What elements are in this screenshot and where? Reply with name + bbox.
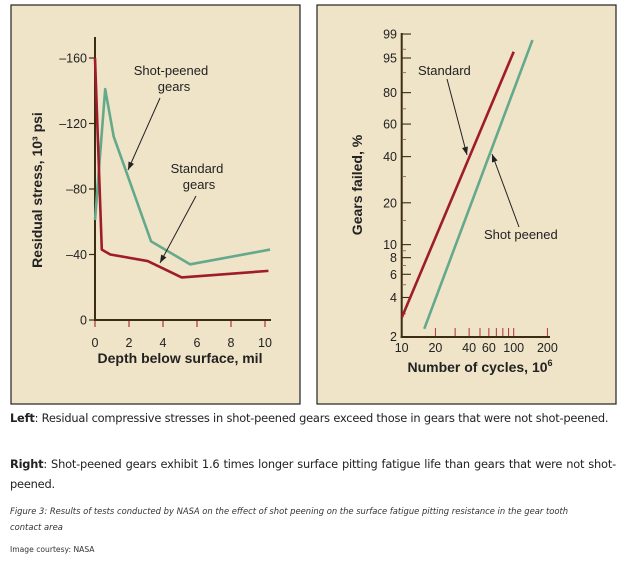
x-tick-label: 0: [92, 336, 99, 350]
annotation-arrow-shot-peened: [127, 97, 161, 171]
annotation-shot-peened-line1: Shot-peened: [134, 63, 208, 78]
annotation-arrow-standard-head: [160, 254, 167, 263]
annotation-arrow-standard-head: [462, 146, 468, 155]
y-tick-label: 2: [390, 330, 397, 344]
annotation-arrow-standard: [159, 195, 197, 264]
annotation-shot-peened-line2: gears: [158, 79, 191, 94]
y-axis-label: Residual stress, 10³ psi: [29, 112, 45, 268]
caption-right-label: Right: [10, 457, 44, 471]
x-tick-label: 10: [258, 336, 272, 350]
annotation-shot-peened: Shot peened: [484, 227, 558, 242]
x-tick-label: 20: [428, 341, 442, 355]
y-tick-label: 40: [383, 150, 397, 164]
y-tick-label: 80: [383, 86, 397, 100]
annotation-standard-line2: gears: [183, 177, 216, 192]
y-tick-label: 0: [80, 314, 87, 328]
y-tick-label: 8: [390, 251, 397, 265]
x-tick-label: 10: [395, 341, 409, 355]
figure-caption: Figure 3: Results of tests conducted by …: [10, 506, 569, 532]
caption-right: Right: Shot-peened gears exhibit 1.6 tim…: [10, 454, 616, 494]
standard-line: [400, 51, 515, 319]
x-tick-label: 2: [126, 336, 133, 350]
y-tick-label: –120: [59, 117, 87, 131]
caption-right-text: : Shot-peened gears exhibit 1.6 times lo…: [10, 457, 616, 491]
x-tick-label: 100: [503, 341, 524, 355]
y-tick-label: –40: [66, 248, 87, 262]
x-tick-label: 200: [537, 341, 558, 355]
left-panel: [10, 4, 301, 405]
x-tick-label: 40: [462, 341, 476, 355]
y-tick-label: 6: [390, 268, 397, 282]
y-tick-label: 95: [383, 51, 397, 65]
x-tick-label: 4: [160, 336, 167, 350]
y-tick-label: 60: [383, 118, 397, 132]
annotation-arrow-shot-peened: [491, 153, 520, 228]
x-tick-label: 8: [228, 336, 235, 350]
annotation-standard-line1: Standard: [171, 161, 224, 176]
shot-peened-line: [423, 39, 534, 330]
x-axis-label-superscript: 6: [548, 358, 553, 368]
x-axis-label-text: Number of cycles, 10: [407, 359, 547, 375]
annotation-arrow-standard: [446, 78, 468, 156]
x-axis-label: Number of cycles, 106: [407, 358, 552, 375]
annotation-arrow-shot-peened-head: [128, 161, 134, 170]
y-tick-label: –160: [59, 52, 87, 66]
caption-left: Left: Residual compressive stresses in s…: [10, 408, 616, 428]
y-tick-label: 4: [390, 291, 397, 305]
caption-left-text: : Residual compressive stresses in shot-…: [34, 411, 609, 425]
x-tick-label: 60: [482, 341, 496, 355]
image-credit: Image courtesy: NASA: [10, 545, 95, 554]
caption-left-label: Left: [10, 411, 35, 425]
standard-line: [93, 57, 269, 279]
y-tick-label: –80: [66, 183, 87, 197]
x-axis-label: Depth below surface, mil: [98, 350, 263, 366]
annotation-standard: Standard: [418, 63, 471, 78]
y-axis-label: Gears failed, %: [349, 134, 365, 235]
x-tick-label: 6: [194, 336, 201, 350]
y-tick-label: 99: [383, 28, 397, 42]
annotation-arrow-shot-peened-head: [491, 154, 498, 163]
y-tick-label: 10: [383, 238, 397, 252]
y-tick-label: 20: [383, 196, 397, 210]
shot-peened-line: [93, 87, 271, 266]
